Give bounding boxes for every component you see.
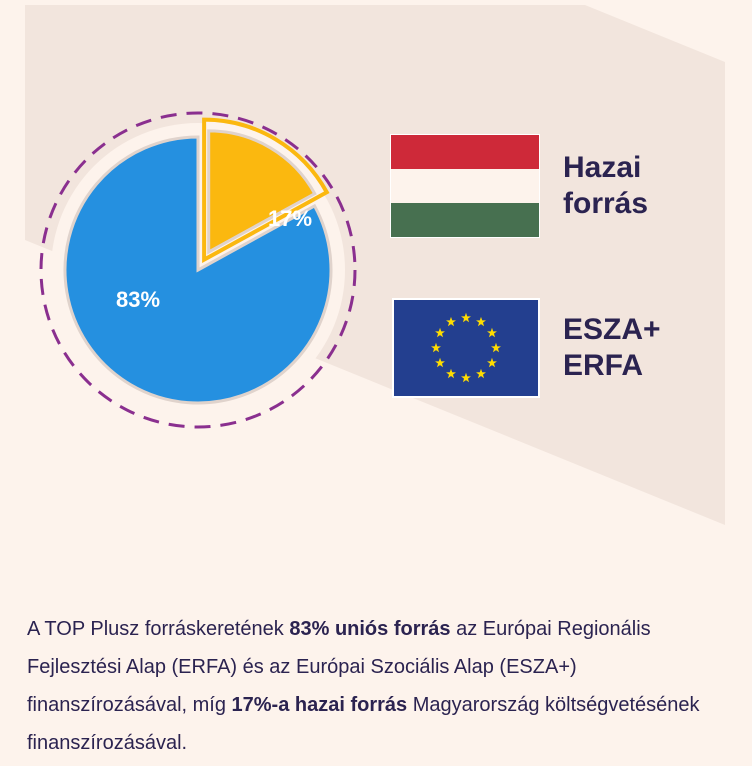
description-part-1: A TOP Plusz forráskeretének [27,618,290,640]
eu-star-icon [487,357,497,368]
eu-star-icon [461,312,471,323]
pie-slice-17 [207,129,317,255]
slice-label-17: 17% [268,206,312,231]
eu-star-icon [461,372,471,383]
description-part-3: Magyarország költségvetésének finanszíro… [27,694,700,754]
eu-star-icon [476,368,486,379]
eu-star-icon [431,342,441,353]
eu-star-icon [446,368,456,379]
eu-star-icon [435,357,445,368]
description-bold-1: 83% uniós forrás [289,618,451,640]
eu-star-icon [435,327,445,338]
description-bold-2: 17%-a hazai forrás [231,694,408,716]
pie-slice-83 [63,135,333,405]
legend-label-hazai: Hazai forrás [563,151,649,220]
description-part-2: az Európai Regionális Fejlesztési Alap (… [27,618,651,716]
eu-star-icon [446,316,456,327]
eu-star-icon [476,316,486,327]
description-text: A TOP Plusz forráskeretének 83% uniós fo… [27,610,727,762]
eu-star-icon [487,327,497,338]
slice-label-83: 83% [116,287,160,312]
hungary-flag [390,134,540,238]
eu-flag [392,298,540,398]
eu-star-icon [491,342,501,353]
pie-dashed-ring [39,111,357,429]
legend-label-esza: ESZA+ ERFA [563,313,661,382]
